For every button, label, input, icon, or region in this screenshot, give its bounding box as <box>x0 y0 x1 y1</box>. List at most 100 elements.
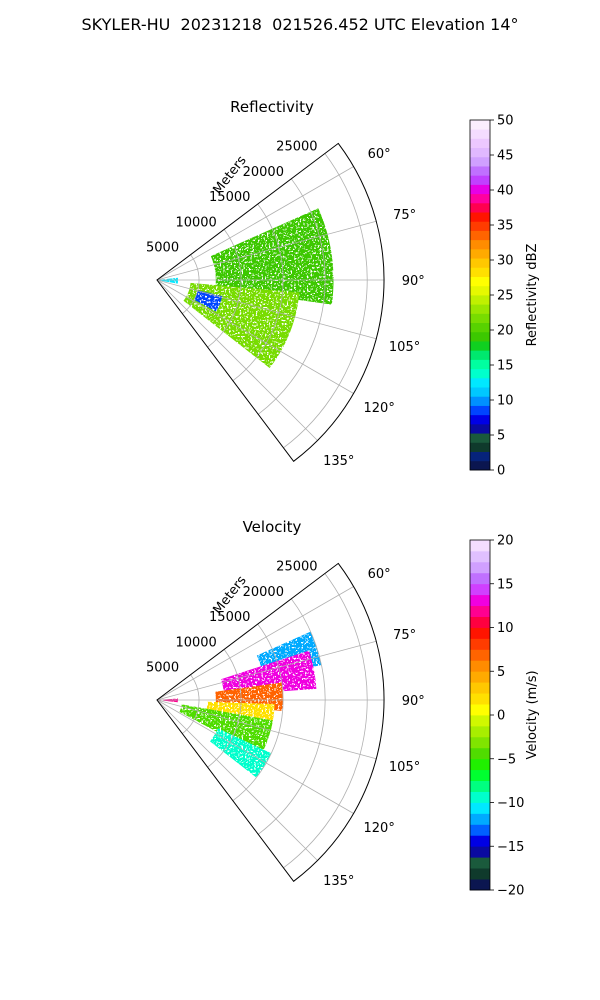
colorbar-label: Velocity (m/s) <box>525 670 540 759</box>
theta-tick-label: 60° <box>368 147 391 162</box>
azimuth-gridline <box>156 220 377 281</box>
colorbar-tick-label: 35 <box>497 219 514 234</box>
colorbar-segment <box>470 239 490 250</box>
colorbar-tick-label: 40 <box>497 184 514 199</box>
r-tick-label: 25000 <box>276 140 317 155</box>
colorbar-segment <box>470 193 490 204</box>
colorbar-segment <box>470 769 490 782</box>
colorbar-tick-label: 10 <box>497 621 514 636</box>
theta-tick-label: 135° <box>323 454 354 469</box>
colorbar-segment <box>470 715 490 727</box>
colorbar-segment <box>470 791 490 803</box>
azimuth-gridline <box>156 279 354 394</box>
colorbar-segment <box>470 322 490 333</box>
colorbar-segment <box>470 359 490 370</box>
range-ring <box>257 598 326 835</box>
colorbar-segment <box>470 304 490 314</box>
colorbar-segment <box>470 341 490 351</box>
colorbar-tick-label: 10 <box>497 394 514 409</box>
colorbar-segment <box>470 258 490 268</box>
colorbar-segment <box>470 725 490 738</box>
r-tick-label: 15000 <box>209 190 250 205</box>
echo-region <box>179 704 273 756</box>
colorbar-segment <box>470 693 490 705</box>
colorbar-segment <box>470 285 490 296</box>
echo-field <box>157 631 322 778</box>
colorbar-segment <box>470 605 490 617</box>
colorbar-tick-label: 25 <box>497 289 514 304</box>
colorbar-segment <box>470 221 490 231</box>
colorbar-tick-label: 5 <box>497 429 505 444</box>
colorbar-segment <box>470 377 490 388</box>
range-ring <box>207 229 242 348</box>
sector-outline <box>156 562 385 882</box>
colorbar-segment <box>470 248 490 259</box>
r-tick-label: 10000 <box>175 635 216 650</box>
theta-tick-label: 75° <box>393 208 416 223</box>
colorbar-segment <box>470 230 490 241</box>
colorbar-segment <box>470 736 490 749</box>
theta-tick-label: 105° <box>389 760 420 775</box>
colorbar-segment <box>470 540 490 552</box>
colorbar-tick-label: 20 <box>497 534 514 549</box>
figure-title: SKYLER-HU 20231218 021526.452 UTC Elevat… <box>81 15 519 34</box>
colorbar-segment <box>470 550 490 563</box>
theta-tick-label: 105° <box>389 340 420 355</box>
panel-title: Reflectivity <box>230 98 314 116</box>
colorbar-segment <box>470 594 490 607</box>
colorbar-segment <box>470 846 490 858</box>
sector-outline <box>156 142 385 462</box>
r-tick-label: 5000 <box>146 661 179 676</box>
range-ring <box>283 573 368 869</box>
colorbar-segment <box>470 313 490 324</box>
colorbar: 0 5 10 15 20 25 30 35 40 45 50 Reflectivity dBZ <box>469 114 540 479</box>
colorbar-tick-label: 15 <box>497 359 514 374</box>
range-ring <box>283 153 368 449</box>
colorbar-tick-label: −15 <box>497 840 524 855</box>
r-tick-label: 10000 <box>175 215 216 230</box>
colorbar-segment <box>470 138 490 149</box>
colorbar-segment <box>470 682 490 694</box>
echo-region <box>210 728 272 778</box>
colorbar-segment <box>470 423 490 434</box>
echo-region <box>157 277 178 284</box>
azimuth-gridline <box>156 586 354 701</box>
azimuth-gridline <box>156 699 377 760</box>
colorbar-segment <box>470 175 490 185</box>
colorbar-segment <box>470 267 490 277</box>
colorbar-segment <box>470 572 490 585</box>
theta-tick-label: 90° <box>402 694 425 709</box>
colorbar-segment <box>470 442 490 452</box>
range-ring <box>182 674 200 734</box>
colorbar-segment <box>470 868 490 880</box>
colorbar-segment <box>470 638 490 650</box>
theta-tick-label: 60° <box>368 567 391 582</box>
range-ring <box>257 178 326 415</box>
colorbar-label: Reflectivity dBZ <box>525 244 540 347</box>
theta-tick-label: 120° <box>364 821 395 836</box>
theta-tick-label: 135° <box>323 874 354 889</box>
colorbar-segment <box>470 184 490 195</box>
r-tick-label: 20000 <box>243 165 284 180</box>
azimuth-gridline <box>156 279 377 340</box>
colorbar-tick-label: −10 <box>497 796 524 811</box>
azimuth-gridline <box>156 166 354 281</box>
colorbar-segment <box>470 202 490 213</box>
range-ring <box>182 254 200 314</box>
colorbar-segment <box>470 387 490 397</box>
range-ring <box>207 649 242 768</box>
colorbar-tick-label: 0 <box>497 464 505 479</box>
colorbar-segment <box>470 704 490 716</box>
colorbar-tick-label: 0 <box>497 709 505 724</box>
panel-reflectivity: Reflectivity500010000150002000025000Mete… <box>146 98 540 479</box>
colorbar: −20 −15 −10 −5 0 5 10 15 20 Velocity (m/s) <box>469 534 540 899</box>
colorbar-tick-label: 45 <box>497 149 514 164</box>
colorbar-segment <box>470 414 490 425</box>
colorbar-segment <box>470 350 490 360</box>
colorbar-segment <box>470 627 490 639</box>
azimuth-gridline <box>156 699 354 814</box>
echo-region <box>221 650 317 696</box>
colorbar-segment <box>470 780 490 792</box>
r-tick-label: 5000 <box>146 241 179 256</box>
